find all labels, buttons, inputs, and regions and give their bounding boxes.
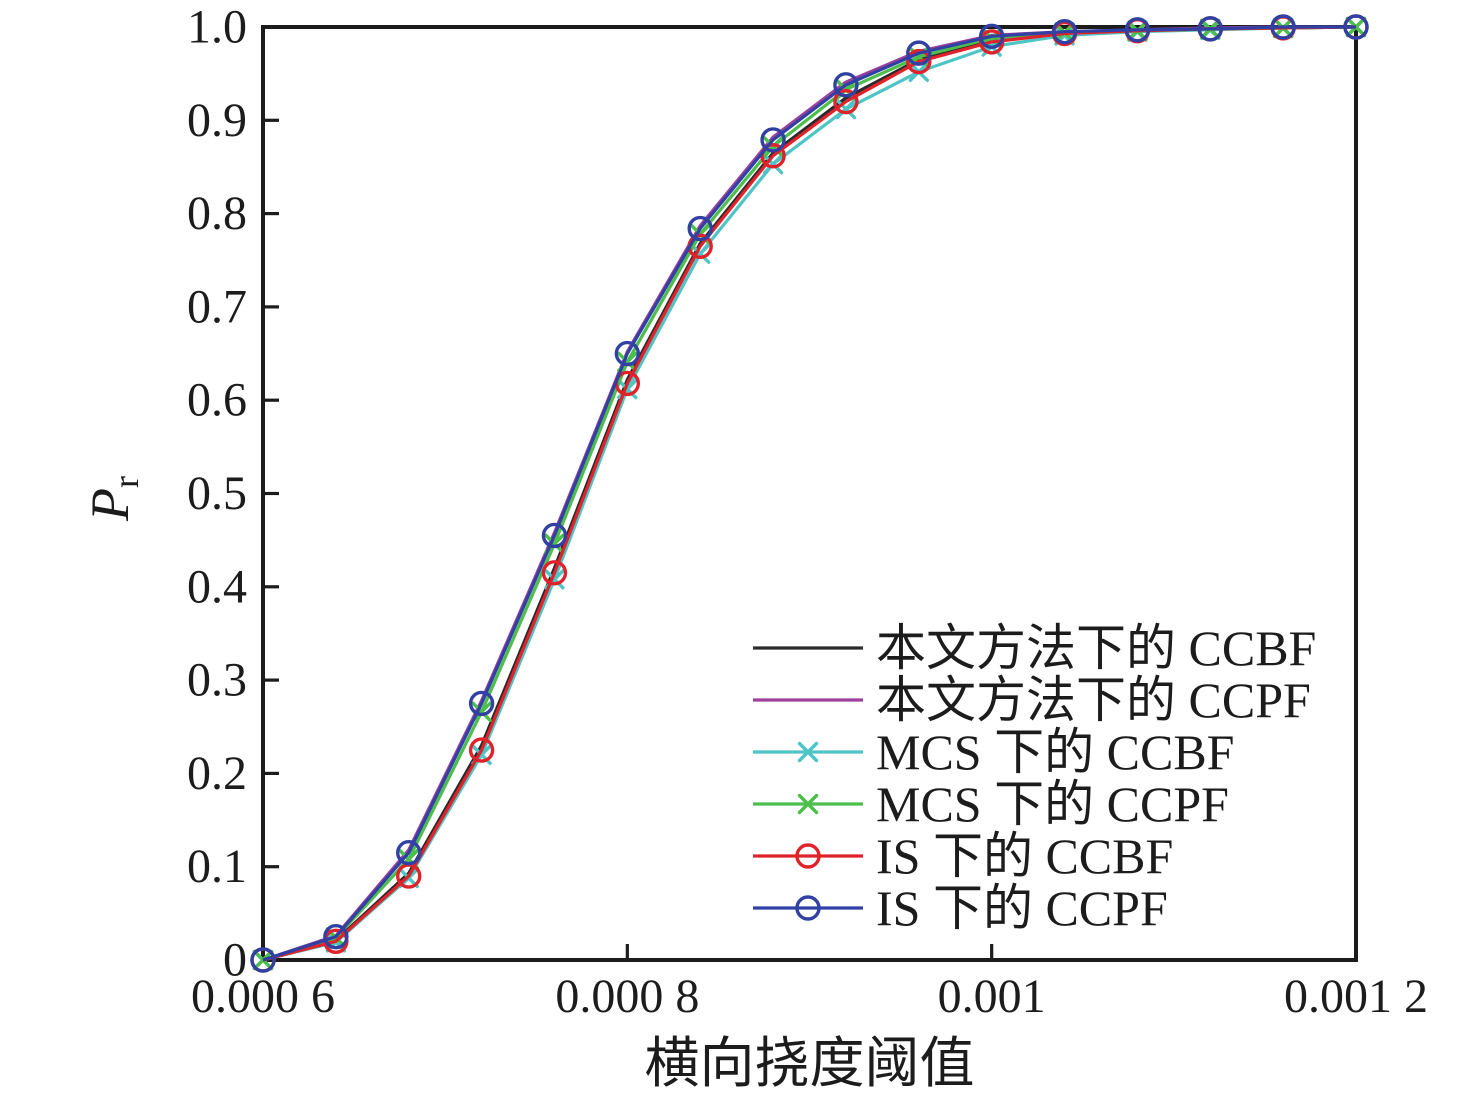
data-point-circle <box>323 923 349 950</box>
y-axis-label: Pr <box>80 476 146 522</box>
y-tick-label: 0.7 <box>187 280 247 333</box>
data-point-x <box>797 741 819 763</box>
x-tick-label: 0.000 8 <box>555 970 699 1023</box>
y-tick-label: 0.3 <box>187 654 247 707</box>
legend-item-is-ccbf: IS 下的 CCBF <box>753 828 1173 884</box>
data-point-circle <box>906 48 932 75</box>
data-point-circle <box>833 72 859 98</box>
x-tick-label: 0.000 6 <box>191 970 335 1023</box>
data-point-circle <box>1343 14 1369 40</box>
data-point-circle <box>1197 16 1223 42</box>
series-line-is-ccpf <box>262 25 1356 962</box>
data-point-circle <box>760 127 786 153</box>
x-tick-label: 0.001 <box>938 970 1046 1023</box>
data-point-circle <box>541 522 568 549</box>
data-point-circle <box>614 340 641 367</box>
legend-item-is-ccpf: IS 下的 CCPF <box>753 880 1168 936</box>
data-point-circle <box>795 895 821 921</box>
x-tick-label: 0.001 2 <box>1284 970 1428 1023</box>
data-point-x <box>762 153 784 175</box>
y-tick-label: 0.8 <box>187 187 247 240</box>
data-point-circle <box>1270 14 1296 40</box>
series-is-ccpf <box>250 14 1369 973</box>
data-point-circle <box>396 840 422 866</box>
y-tick-label: 0.6 <box>187 374 247 427</box>
y-tick-label: 0.1 <box>187 840 247 893</box>
legend-label: 本文方法下的 CCPF <box>876 672 1311 728</box>
y-tick-label: 0.5 <box>187 467 247 520</box>
legend-item-method-ccpf: 本文方法下的 CCPF <box>753 672 1311 728</box>
data-point-circle <box>1124 17 1151 43</box>
y-tick-label: 0.9 <box>187 94 247 147</box>
data-point-circle <box>978 23 1005 50</box>
data-point-circle <box>468 690 495 717</box>
data-point-circle <box>1051 18 1078 45</box>
y-tick-label: 1.0 <box>187 1 247 54</box>
legend-label: MCS 下的 CCPF <box>876 776 1229 832</box>
data-point-x <box>835 98 857 120</box>
data-point-circle <box>906 40 932 66</box>
data-point-circle <box>468 737 495 763</box>
y-tick-label: 0.4 <box>187 560 247 613</box>
data-point-circle <box>250 947 276 973</box>
legend-label: 本文方法下的 CCBF <box>876 620 1316 676</box>
data-point-circle <box>833 88 859 115</box>
y-tick-label: 0 <box>223 934 247 987</box>
legend-item-mcs-ccpf: MCS 下的 CCPF <box>753 776 1229 832</box>
x-axis-label: 横向挠度阈值 <box>644 1033 974 1094</box>
y-tick-label: 0.2 <box>187 747 247 800</box>
legend-label: MCS 下的 CCBF <box>876 724 1234 780</box>
data-point-circle <box>795 843 821 869</box>
legend-label: IS 下的 CCBF <box>876 828 1173 884</box>
data-point-circle <box>541 560 568 586</box>
legend-item-method-ccbf: 本文方法下的 CCBF <box>753 620 1316 676</box>
legend-item-mcs-ccbf: MCS 下的 CCBF <box>753 724 1234 780</box>
legend-label: IS 下的 CCPF <box>876 880 1168 936</box>
data-point-circle <box>687 215 713 242</box>
data-point-x <box>797 793 819 815</box>
